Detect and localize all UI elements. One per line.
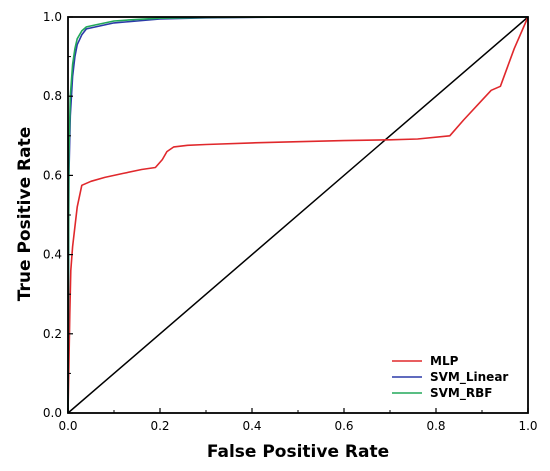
x-tick-label: 0.4 <box>242 419 261 433</box>
x-tick-label: 0.6 <box>334 419 353 433</box>
x-tick-label: 0.8 <box>426 419 445 433</box>
y-tick-label: 0.8 <box>43 89 62 103</box>
legend-label-svm-rbf: SVM_RBF <box>430 386 492 401</box>
y-tick-label: 0.2 <box>43 327 62 341</box>
y-axis-title: True Positive Rate <box>15 127 35 301</box>
legend-label-svm-linear: SVM_Linear <box>430 370 508 385</box>
y-tick-label: 1.0 <box>43 10 62 24</box>
y-tick-label: 0.0 <box>43 406 62 420</box>
x-tick-label: 0.0 <box>58 419 77 433</box>
x-tick-label: 1.0 <box>518 419 537 433</box>
y-tick-label: 0.6 <box>43 168 62 182</box>
y-tick-label: 0.4 <box>43 248 62 262</box>
series-line-mlp <box>67 16 529 414</box>
axes: 0.0 0.2 0.4 0.6 0.8 1.0 0.0 0.2 0.4 0.6 0.8 1.0 <box>43 10 538 433</box>
x-tick-label: 0.2 <box>150 419 169 433</box>
plot-area <box>67 16 529 414</box>
x-axis-title: False Positive Rate <box>207 442 389 462</box>
diagonal-reference-line <box>67 16 529 414</box>
legend-label-mlp: MLP <box>430 354 459 368</box>
